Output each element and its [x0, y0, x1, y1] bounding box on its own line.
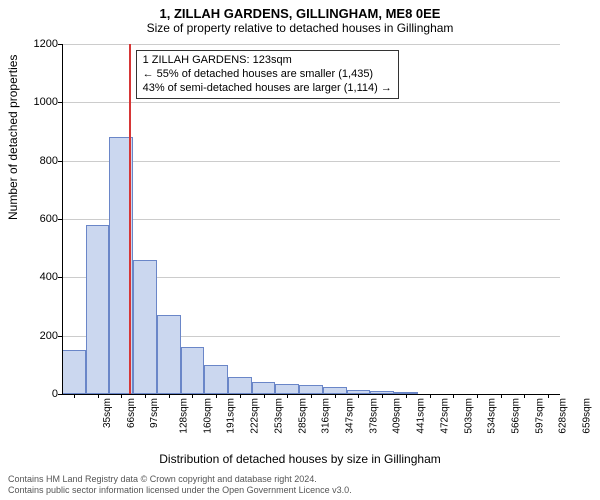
footer-line-1: Contains HM Land Registry data © Crown c… — [8, 474, 592, 485]
chart-container: 1, ZILLAH GARDENS, GILLINGHAM, ME8 0EE S… — [0, 0, 600, 500]
x-tick-label: 628sqm — [558, 398, 569, 434]
x-tick-label: 253sqm — [273, 398, 284, 434]
x-tick-label: 97sqm — [149, 398, 160, 428]
reference-line — [129, 44, 131, 394]
y-tick-mark — [58, 219, 62, 220]
x-tick-mark — [358, 394, 359, 398]
histogram-bar — [228, 377, 252, 395]
x-tick-mark — [192, 394, 193, 398]
x-tick-label: 347sqm — [345, 398, 356, 434]
grid-line — [62, 219, 560, 220]
x-tick-mark — [477, 394, 478, 398]
x-tick-label: 128sqm — [179, 398, 190, 434]
x-tick-mark — [311, 394, 312, 398]
x-tick-mark — [264, 394, 265, 398]
x-tick-mark — [453, 394, 454, 398]
x-tick-mark — [287, 394, 288, 398]
grid-line — [62, 44, 560, 45]
histogram-bar — [62, 350, 86, 394]
y-tick-mark — [58, 336, 62, 337]
x-tick-label: 316sqm — [321, 398, 332, 434]
footer-attribution: Contains HM Land Registry data © Crown c… — [8, 474, 592, 496]
grid-line — [62, 102, 560, 103]
y-tick-mark — [58, 394, 62, 395]
x-tick-label: 503sqm — [463, 398, 474, 434]
y-tick-label: 1200 — [18, 38, 58, 50]
x-tick-mark — [216, 394, 217, 398]
title-sub: Size of property relative to detached ho… — [0, 21, 600, 37]
footer-line-2: Contains public sector information licen… — [8, 485, 592, 496]
x-tick-label: 441sqm — [416, 398, 427, 434]
x-tick-label: 191sqm — [226, 398, 237, 434]
x-tick-mark — [169, 394, 170, 398]
x-tick-label: 409sqm — [392, 398, 403, 434]
y-tick-label: 1000 — [18, 96, 58, 108]
x-tick-label: 534sqm — [487, 398, 498, 434]
x-tick-mark — [382, 394, 383, 398]
x-tick-mark — [430, 394, 431, 398]
x-tick-mark — [406, 394, 407, 398]
histogram-bar — [323, 387, 347, 394]
histogram-bar — [157, 315, 181, 394]
annotation-line-2: ← 55% of detached houses are smaller (1,… — [143, 68, 392, 82]
x-tick-label: 597sqm — [534, 398, 545, 434]
annotation-line-1: 1 ZILLAH GARDENS: 123sqm — [143, 54, 392, 68]
histogram-bar — [86, 225, 110, 394]
x-tick-label: 566sqm — [511, 398, 522, 434]
y-tick-label: 600 — [18, 213, 58, 225]
histogram-bar — [275, 384, 299, 394]
x-tick-mark — [121, 394, 122, 398]
x-tick-mark — [548, 394, 549, 398]
histogram-bar — [299, 385, 323, 394]
y-tick-mark — [58, 102, 62, 103]
x-tick-label: 285sqm — [297, 398, 308, 434]
x-tick-label: 378sqm — [368, 398, 379, 434]
title-main: 1, ZILLAH GARDENS, GILLINGHAM, ME8 0EE — [0, 0, 600, 21]
x-tick-mark — [335, 394, 336, 398]
x-tick-mark — [240, 394, 241, 398]
x-tick-label: 472sqm — [439, 398, 450, 434]
x-tick-mark — [145, 394, 146, 398]
x-tick-label: 222sqm — [250, 398, 261, 434]
y-tick-mark — [58, 44, 62, 45]
histogram-bar — [252, 382, 276, 394]
x-tick-mark — [98, 394, 99, 398]
annotation-line-3: 43% of semi-detached houses are larger (… — [143, 82, 392, 96]
x-axis-label: Distribution of detached houses by size … — [0, 452, 600, 466]
chart-plot-area: 1 ZILLAH GARDENS: 123sqm← 55% of detache… — [62, 44, 560, 394]
y-tick-label: 800 — [18, 155, 58, 167]
histogram-bar — [204, 365, 228, 394]
y-tick-mark — [58, 161, 62, 162]
x-tick-mark — [74, 394, 75, 398]
x-tick-label: 160sqm — [202, 398, 213, 434]
y-tick-label: 400 — [18, 271, 58, 283]
x-tick-mark — [524, 394, 525, 398]
y-axis-label: Number of detached properties — [6, 55, 20, 220]
x-tick-mark — [501, 394, 502, 398]
histogram-bar — [181, 347, 205, 394]
y-axis-line — [62, 44, 63, 394]
histogram-bar — [133, 260, 157, 394]
y-tick-label: 200 — [18, 330, 58, 342]
annotation-box: 1 ZILLAH GARDENS: 123sqm← 55% of detache… — [136, 50, 399, 99]
x-tick-label: 66sqm — [126, 398, 137, 428]
y-tick-label: 0 — [18, 388, 58, 400]
grid-line — [62, 161, 560, 162]
y-tick-mark — [58, 277, 62, 278]
x-tick-label: 35sqm — [102, 398, 113, 428]
x-tick-label: 659sqm — [582, 398, 593, 434]
